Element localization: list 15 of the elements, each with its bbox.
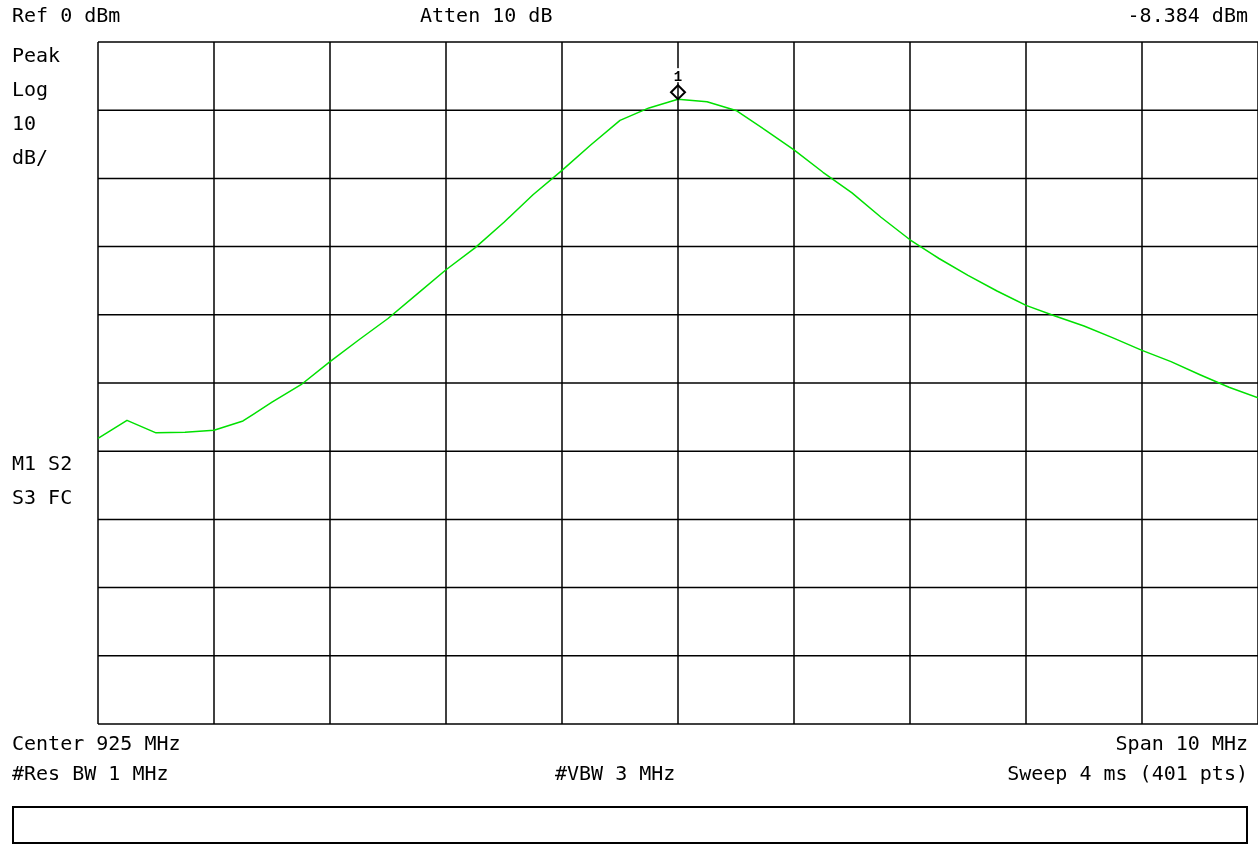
text: Peak <box>12 42 61 69</box>
text: -8.384 dBm <box>1127 2 1248 29</box>
text: Sweep 4 ms (401 pts) <box>1007 760 1248 787</box>
annotation: 1 <box>673 69 683 86</box>
text: #Res BW 1 MHz <box>12 760 169 787</box>
text: 10 <box>12 110 37 137</box>
text: S3 FC <box>12 484 73 511</box>
text: M1 S2 <box>12 450 73 477</box>
text: dB/ <box>12 144 49 171</box>
text: Log <box>12 76 49 103</box>
text: Center 925 MHz <box>12 730 181 757</box>
text: Atten 10 dB <box>420 2 553 29</box>
text: #VBW 3 MHz <box>555 760 676 787</box>
text: Ref 0 dBm <box>12 2 121 29</box>
text: Span 10 MHz <box>1115 730 1248 757</box>
